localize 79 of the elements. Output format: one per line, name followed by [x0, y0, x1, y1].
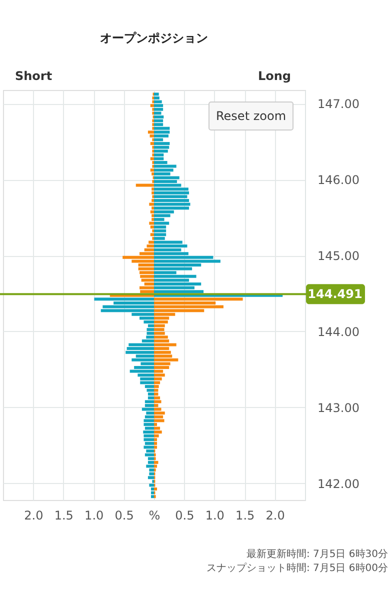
bar: [154, 168, 174, 172]
bar: [154, 153, 164, 156]
bar: [154, 146, 170, 149]
bar: [154, 244, 188, 248]
y-tick-label: 145.00: [318, 249, 360, 264]
bar: [150, 142, 154, 146]
bar: [154, 226, 166, 229]
bar: [154, 260, 220, 263]
bar: [154, 191, 190, 194]
bar: [154, 130, 170, 134]
x-tick-label: 1.0: [205, 508, 224, 522]
bar: [154, 115, 164, 118]
y-tick-label: 143.00: [318, 400, 360, 415]
bar: [122, 256, 154, 259]
bar: [154, 96, 160, 100]
x-tick-label: 2.0: [24, 508, 44, 522]
bar: [150, 134, 154, 138]
bar: [150, 210, 154, 214]
bar: [154, 202, 190, 206]
bar: [154, 104, 164, 108]
text: 最新更新時間: 7月5日 6時30分: [246, 548, 388, 560]
y-tick-label: 146.00: [318, 173, 360, 188]
bar: [154, 290, 204, 294]
x-tick-label: 0.5: [175, 508, 194, 522]
bar: [140, 274, 154, 278]
bar: [154, 176, 180, 180]
bar: [148, 240, 154, 244]
bar: [154, 119, 164, 122]
bar: [154, 233, 166, 236]
bar: [154, 142, 170, 146]
bar: [154, 198, 190, 202]
x-tick-label: 0.5: [114, 508, 134, 522]
bar: [154, 274, 196, 278]
y-tick-label: 142.00: [318, 476, 360, 491]
chart-title: オープンポジション: [100, 31, 208, 45]
annotation: Reset zoom: [216, 109, 286, 123]
bar: [154, 92, 159, 96]
bar: [150, 233, 154, 236]
bar: [138, 267, 154, 270]
bar: [154, 157, 164, 160]
x-tick-label: 1.0: [84, 508, 104, 522]
y-tick-label: 144.00: [318, 324, 360, 339]
bar: [154, 126, 170, 130]
bar: [154, 150, 168, 153]
bar: [154, 214, 170, 218]
x-tick-label: %: [148, 508, 160, 522]
bar: [150, 104, 154, 108]
text: Long: [258, 69, 291, 83]
bar: [154, 188, 188, 191]
bar: [154, 100, 162, 104]
text: Short: [15, 69, 52, 83]
text: スナップショット時間: 7月5日 6時00分: [206, 562, 388, 574]
bar: [154, 229, 166, 232]
x-tick-label: 2.0: [266, 508, 285, 522]
bar: [141, 278, 154, 282]
bar: [150, 168, 154, 172]
bar: [150, 226, 154, 229]
bar: [150, 157, 154, 160]
bar: [154, 180, 177, 183]
x-tick-label: 1.5: [54, 508, 74, 522]
bar: [154, 112, 162, 115]
bar: [148, 130, 154, 134]
ref-line-label: 144.491: [308, 287, 362, 302]
bar: [154, 195, 188, 198]
bar: [154, 282, 202, 286]
bar: [149, 222, 154, 225]
bar: [140, 271, 154, 274]
bar: [140, 286, 154, 290]
bar: [154, 206, 190, 210]
bar: [154, 108, 164, 111]
bar: [146, 244, 154, 248]
bar: [154, 134, 168, 138]
bar: [149, 202, 154, 206]
bar: [140, 290, 154, 294]
bar: [154, 222, 170, 225]
bar: [136, 184, 154, 187]
x-tick-label: 1.5: [236, 508, 255, 522]
y-tick-label: 147.00: [318, 97, 360, 112]
bar: [154, 164, 176, 168]
